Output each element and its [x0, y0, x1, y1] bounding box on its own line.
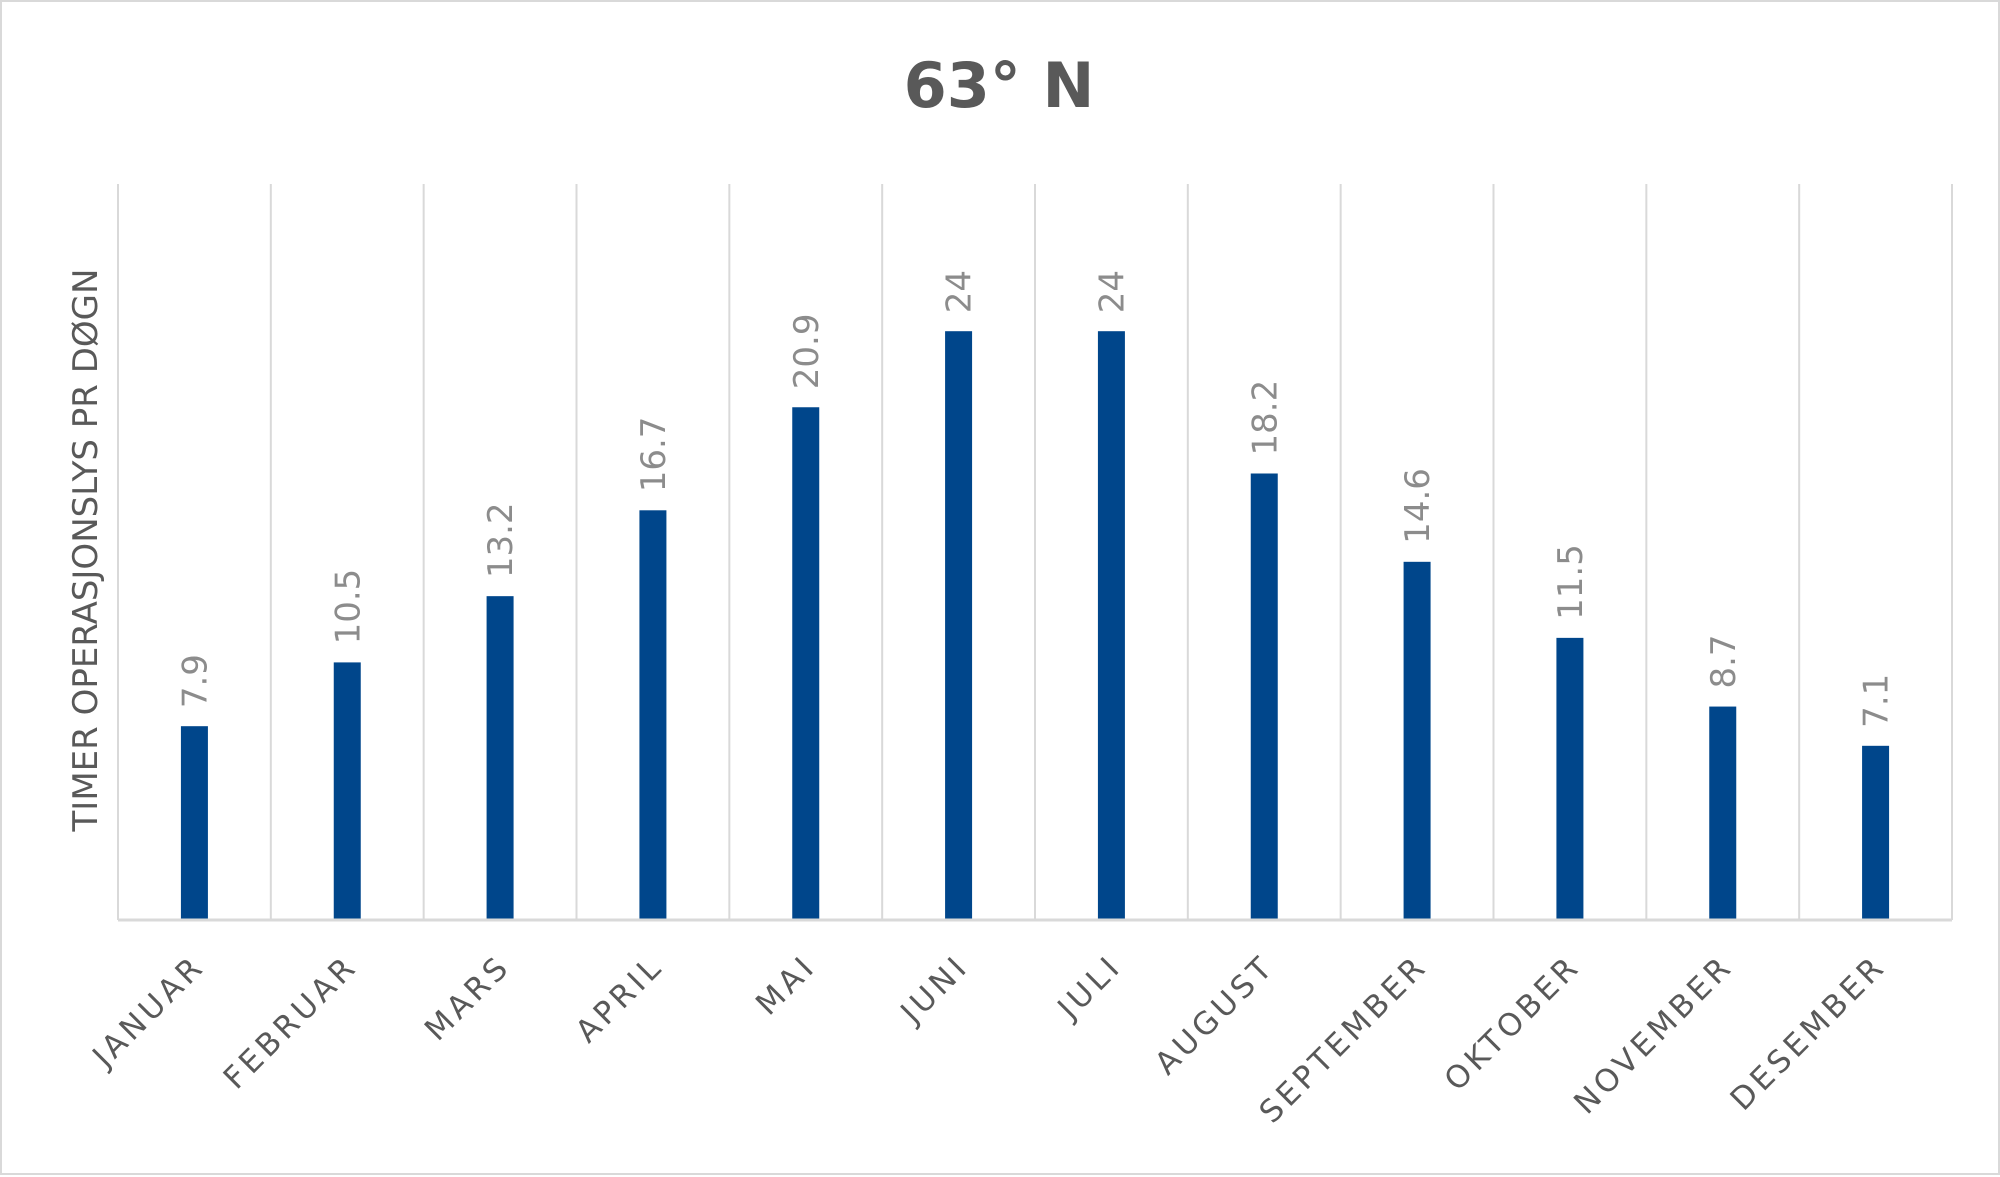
data-label-januar: 7.9: [175, 654, 215, 708]
chart-title: 63° N: [904, 49, 1095, 122]
data-label-mai: 20.9: [787, 314, 827, 390]
data-label-september: 14.6: [1398, 468, 1438, 544]
tick-label-desember: DESEMBER: [1724, 948, 1894, 1118]
bar-desember: [1862, 745, 1890, 920]
bar-mars: [486, 596, 514, 920]
tick-label-mai: MAI: [749, 948, 823, 1022]
tick-label-november: NOVEMBER: [1567, 948, 1740, 1121]
bar-september: [1403, 561, 1431, 920]
data-labels: 7.9 10.5 13.2 16.7 20.9 24 24 18.2 14.6 11.5 8.7 7.…: [175, 270, 1896, 728]
bar-april: [639, 510, 667, 920]
data-label-august: 18.2: [1245, 380, 1285, 456]
tick-label-februar: FEBRUAR: [217, 948, 365, 1096]
bar-juli: [1097, 331, 1125, 920]
data-label-mars: 13.2: [481, 502, 521, 578]
bars: [180, 331, 1890, 921]
data-label-oktober: 11.5: [1551, 544, 1591, 620]
bar-november: [1709, 706, 1737, 920]
data-label-november: 8.7: [1704, 634, 1744, 688]
gridlines: [117, 184, 1953, 920]
bar-oktober: [1556, 637, 1584, 920]
bar-januar: [180, 726, 208, 920]
tick-label-juni: JUNI: [893, 948, 977, 1032]
data-label-juni: 24: [940, 270, 980, 313]
tick-label-juli: JULI: [1050, 948, 1129, 1027]
tick-label-mars: MARS: [418, 948, 518, 1048]
tick-label-januar: JANUAR: [84, 948, 212, 1076]
tick-label-oktober: OKTOBER: [1438, 948, 1588, 1098]
tick-label-april: APRIL: [569, 948, 671, 1050]
y-axis-label: TIMER OPERASJONSLYS PR DØGN: [66, 269, 106, 833]
bar-juni: [945, 331, 973, 920]
data-label-juli: 24: [1092, 270, 1132, 313]
tick-label-august: AUGUST: [1148, 948, 1282, 1082]
x-axis-ticks: JANUAR FEBRUAR MARS APRIL MAI JUNI JULI AUGUSTS…: [84, 948, 1893, 1130]
data-label-februar: 10.5: [328, 569, 368, 645]
bar-august: [1250, 473, 1278, 920]
data-label-april: 16.7: [634, 417, 674, 493]
bar-februar: [333, 662, 361, 920]
bar-mai: [792, 407, 820, 921]
data-label-desember: 7.1: [1857, 674, 1897, 728]
